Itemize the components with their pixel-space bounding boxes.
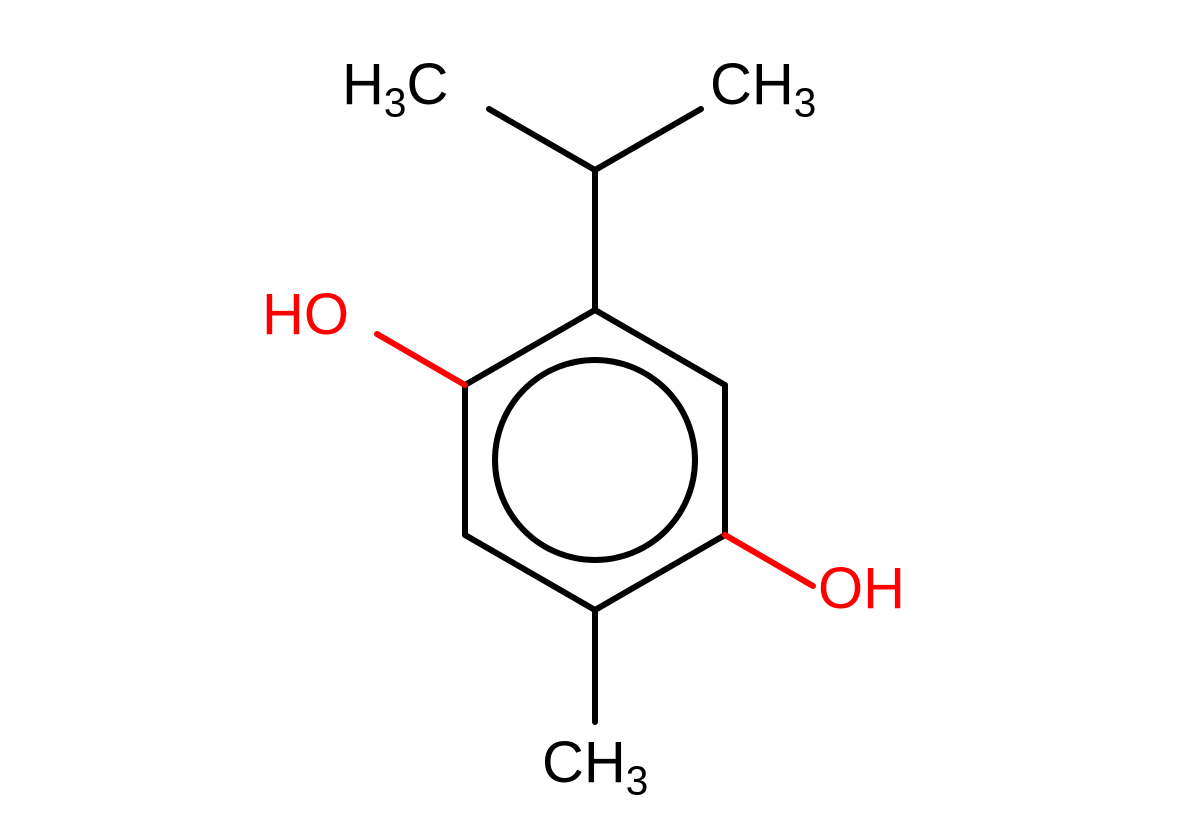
molecule-svg bbox=[0, 0, 1191, 838]
label-h3c-top-left: H3C bbox=[342, 56, 448, 114]
label-oh-right: OH bbox=[818, 560, 905, 618]
label-h3c-C: C bbox=[406, 52, 448, 117]
label-ch3b-CH: CH bbox=[542, 730, 626, 795]
label-h3c-sub: 3 bbox=[384, 80, 407, 126]
label-ch3r-CH: CH bbox=[710, 52, 794, 117]
molecule-diagram: H3C CH3 CH3 HO OH bbox=[0, 0, 1191, 838]
label-h3c-H: H bbox=[342, 52, 384, 117]
label-ho-text: HO bbox=[262, 282, 349, 347]
label-ch3r-sub: 3 bbox=[794, 80, 817, 126]
label-ho-left: HO bbox=[262, 286, 349, 344]
label-ch3-bottom: CH3 bbox=[542, 734, 648, 792]
label-ch3b-sub: 3 bbox=[626, 758, 649, 804]
label-ch3-top-right: CH3 bbox=[710, 56, 816, 114]
label-oh-text: OH bbox=[818, 556, 905, 621]
